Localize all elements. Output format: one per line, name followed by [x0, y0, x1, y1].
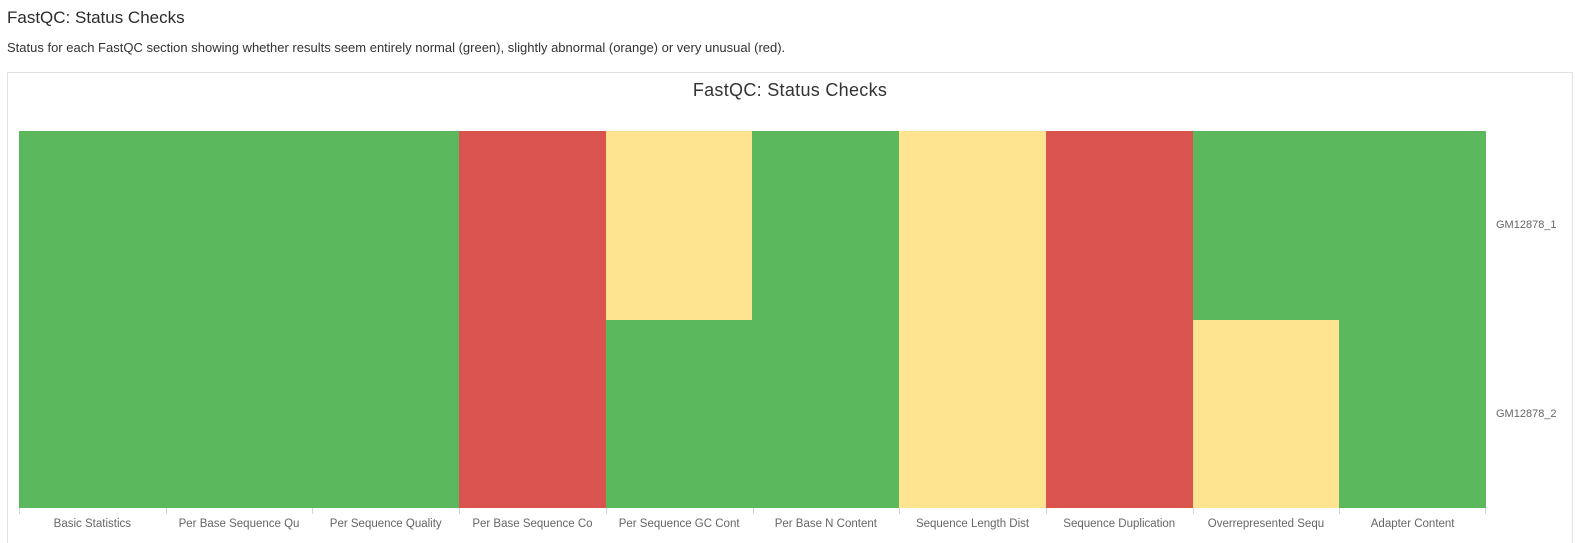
x-axis-tick: [459, 508, 461, 514]
heatmap-cell-GM12878_2-Adapter Content[interactable]: [1339, 319, 1486, 508]
heatmap-cell-GM12878_2-Sequence Duplication[interactable]: [1045, 319, 1193, 508]
x-axis-label-Per Base Sequence Qu: Per Base Sequence Qu: [178, 518, 300, 530]
x-axis-ticks: [19, 508, 1486, 514]
x-axis-tick: [752, 508, 754, 514]
x-axis-tick: [605, 508, 607, 514]
heatmap-cell-GM12878_2-Basic Statistics[interactable]: [19, 319, 166, 508]
x-axis-tick: [165, 508, 167, 514]
x-axis-label-Sequence Duplication: Sequence Duplication: [1063, 518, 1176, 530]
x-axis-label-Per Base N Content: Per Base N Content: [774, 518, 877, 530]
x-axis-label-Sequence Length Dist: Sequence Length Dist: [915, 518, 1030, 530]
heatmap-cell-GM12878_1-Overrepresented Sequ[interactable]: [1192, 131, 1340, 320]
heatmap-cell-GM12878_1-Per Sequence Quality[interactable]: [312, 131, 460, 320]
x-axis-label-Per Base Sequence Co: Per Base Sequence Co: [472, 518, 593, 530]
heatmap-cell-GM12878_1-Per Base N Content[interactable]: [752, 131, 900, 320]
page-title: FastQC: Status Checks: [7, 8, 185, 27]
heatmap-grid: [19, 131, 1486, 508]
x-axis-labels: Basic Statistics Per Base Sequence Qu Per …: [19, 518, 1486, 530]
heatmap-cell-GM12878_2-Sequence Length Dist[interactable]: [899, 319, 1046, 508]
y-axis-label-GM12878_1: GM12878_1: [1496, 219, 1557, 232]
heatmap-cell-GM12878_2-Per Base Sequence Qu[interactable]: [165, 319, 313, 508]
x-axis-label-Adapter Content: Adapter Content: [1370, 518, 1455, 530]
x-axis: Basic Statistics Per Base Sequence Qu Per …: [19, 508, 1486, 543]
y-axis-label-GM12878_2: GM12878_2: [1496, 407, 1557, 420]
x-axis-label-Overrepresented Sequ: Overrepresented Sequ: [1207, 518, 1325, 530]
heatmap-cell-GM12878_2-Per Base Sequence Co[interactable]: [459, 319, 606, 508]
x-axis-tick: [1192, 508, 1194, 514]
x-axis-label-Basic Statistics: Basic Statistics: [53, 518, 131, 530]
heatmap-cell-GM12878_1-Per Sequence GC Cont[interactable]: [605, 131, 753, 320]
x-axis-tick: [1045, 508, 1047, 514]
chart-title: FastQC: Status Checks: [692, 80, 888, 100]
heatmap-cell-GM12878_2-Per Base N Content[interactable]: [752, 319, 900, 508]
x-axis-label-Per Sequence GC Cont: Per Sequence GC Cont: [618, 518, 740, 530]
x-axis-tick: [312, 508, 314, 514]
heatmap-cell-GM12878_2-Per Sequence Quality[interactable]: [312, 319, 460, 508]
heatmap-cell-GM12878_1-Sequence Duplication[interactable]: [1045, 131, 1193, 320]
heatmap-cell-GM12878_2-Per Sequence GC Cont[interactable]: [605, 319, 753, 508]
page-subtitle: Status for each FastQC section showing w…: [7, 40, 786, 55]
x-axis-label-Per Sequence Quality: Per Sequence Quality: [329, 518, 442, 530]
chart-card: FastQC: Status Checks GM12878_1 GM12878_2…: [7, 72, 1573, 543]
heatmap-cell-GM12878_1-Basic Statistics[interactable]: [19, 131, 166, 320]
heatmap-cell-GM12878_1-Per Base Sequence Co[interactable]: [459, 131, 606, 320]
y-axis-labels: GM12878_1 GM12878_2: [1496, 131, 1571, 508]
x-axis-tick: [1485, 508, 1486, 514]
heatmap-cell-GM12878_1-Adapter Content[interactable]: [1339, 131, 1486, 320]
x-axis-tick: [19, 508, 20, 514]
x-axis-tick: [899, 508, 901, 514]
heatmap-cell-GM12878_2-Overrepresented Sequ[interactable]: [1192, 319, 1340, 508]
heatmap-cell-GM12878_1-Per Base Sequence Qu[interactable]: [165, 131, 313, 320]
heatmap-cell-GM12878_1-Sequence Length Dist[interactable]: [899, 131, 1046, 320]
x-axis-tick: [1339, 508, 1341, 514]
